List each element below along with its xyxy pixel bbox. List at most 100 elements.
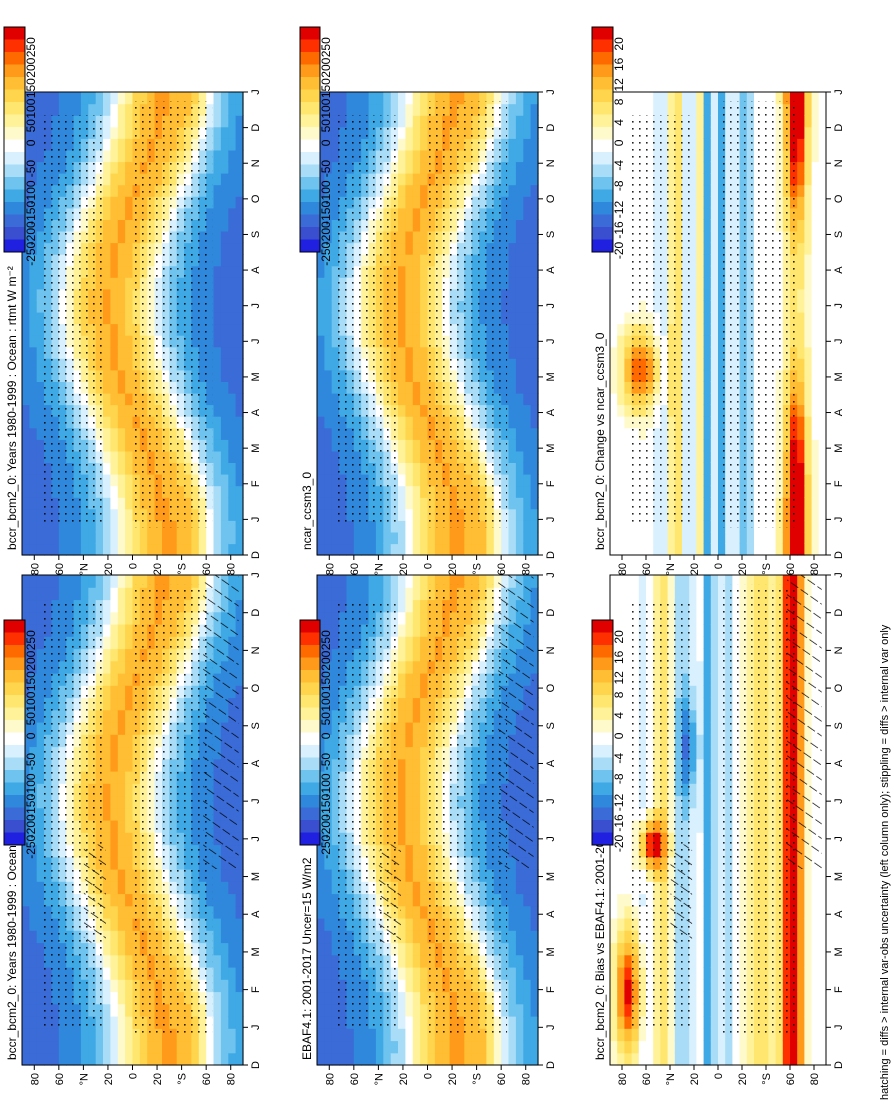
heatmap-cell — [125, 427, 134, 440]
heatmap-cell — [22, 404, 30, 417]
heatmap-cell — [22, 648, 30, 662]
heatmap-cell — [515, 427, 524, 440]
heatmap-cell — [405, 599, 414, 613]
heatmap-cell — [346, 1052, 355, 1066]
heatmap-cell — [176, 1040, 185, 1054]
heatmap-cell — [405, 381, 414, 394]
heatmap-cell — [235, 543, 244, 556]
heatmap-cell — [405, 358, 414, 371]
heatmap-cell — [405, 832, 414, 846]
colorbar-label: 200 — [24, 57, 38, 77]
heatmap-cell — [29, 219, 38, 232]
heatmap-cell — [29, 416, 38, 429]
heatmap-cell — [88, 92, 97, 105]
heatmap-cell — [317, 587, 325, 601]
heatmap-cell — [427, 543, 436, 556]
heatmap-cell — [331, 543, 340, 556]
heatmap-cell — [228, 1003, 237, 1017]
heatmap-cell — [36, 531, 45, 545]
heatmap-cell — [117, 450, 126, 463]
heatmap-cell — [220, 930, 229, 944]
heatmap-cell — [420, 474, 429, 487]
heatmap-cell — [125, 497, 134, 510]
heatmap-cell — [228, 207, 237, 220]
heatmap-cell — [420, 277, 429, 290]
colorbar-swatch — [4, 670, 25, 683]
heatmap-cell — [398, 856, 406, 870]
heatmap-cell — [110, 242, 119, 255]
heatmap-cell — [405, 335, 414, 348]
heatmap-cell — [530, 115, 539, 128]
heatmap-cell — [29, 918, 38, 931]
lat-tick-label: 0 — [128, 1073, 140, 1079]
heatmap-cell — [515, 893, 524, 907]
colorbar-label: 200 — [319, 57, 333, 77]
month-tick-label: J — [250, 339, 262, 345]
heatmap-cell — [117, 462, 126, 475]
heatmap-cell — [390, 1052, 399, 1066]
heatmap-cell — [324, 575, 333, 588]
heatmap-cell — [412, 103, 421, 116]
heatmap-cell — [29, 288, 38, 301]
heatmap-cell — [523, 115, 532, 128]
heatmap-cell — [228, 138, 237, 151]
heatmap-cell — [523, 265, 532, 278]
heatmap-cell — [147, 575, 156, 588]
colorbar-swatch — [4, 807, 25, 821]
heatmap-cell — [405, 648, 414, 662]
heatmap-cell — [405, 149, 414, 163]
heatmap-cell — [398, 300, 406, 313]
heatmap-cell — [125, 758, 134, 772]
heatmap-cell — [508, 149, 517, 163]
heatmap-cell — [508, 115, 517, 128]
heatmap-cell — [117, 722, 126, 735]
heatmap-cell — [117, 161, 126, 174]
heatmap-cell — [324, 611, 333, 625]
heatmap-cell — [515, 323, 524, 336]
heatmap-cell — [398, 462, 406, 475]
colorbar-label: 150 — [24, 671, 38, 691]
heatmap-cell — [317, 844, 325, 858]
heatmap-cell — [110, 450, 119, 463]
heatmap-cell — [110, 497, 119, 510]
heatmap-cell — [103, 485, 111, 498]
heatmap-cell — [317, 346, 325, 359]
heatmap-cell — [22, 346, 30, 359]
heatmap-cell — [29, 648, 38, 662]
heatmap-cell — [110, 1052, 119, 1066]
heatmap-cell — [29, 265, 38, 278]
heatmap-cell — [235, 660, 244, 674]
heatmap-cell — [405, 115, 414, 128]
heatmap-cell — [398, 369, 406, 382]
colorbar-frame — [299, 26, 321, 253]
heatmap-cell — [22, 126, 30, 139]
colorbar-swatch — [4, 64, 25, 78]
colorbar-label: 250 — [24, 630, 38, 650]
heatmap-cell — [331, 103, 340, 116]
heatmap-cell — [154, 92, 163, 105]
heatmap-cell — [515, 173, 524, 186]
heatmap-cell — [515, 942, 524, 956]
colorbar-label: 50 — [319, 119, 333, 133]
heatmap-cell — [22, 905, 30, 919]
heatmap-cell — [324, 439, 333, 452]
heatmap-cell — [220, 242, 229, 255]
heatmap-cell — [508, 219, 517, 232]
heatmap-cell — [110, 126, 119, 139]
heatmap-cell — [508, 92, 517, 105]
heatmap-cell — [405, 1016, 414, 1029]
heatmap-cell — [169, 1040, 178, 1054]
heatmap-cell — [486, 1040, 495, 1054]
heatmap-cell — [412, 648, 421, 662]
heatmap-cell — [29, 697, 38, 711]
heatmap-cell — [235, 416, 244, 429]
colorbar-swatch — [4, 620, 25, 633]
heatmap-cell — [103, 636, 111, 650]
heatmap-cell — [110, 381, 119, 394]
colorbar-label: 50 — [24, 119, 38, 133]
heatmap-cell — [117, 746, 126, 760]
heatmap-cell — [420, 893, 429, 907]
heatmap-cell — [405, 795, 414, 809]
colorbar-swatch — [4, 239, 25, 253]
heatmap-cell — [508, 103, 517, 116]
